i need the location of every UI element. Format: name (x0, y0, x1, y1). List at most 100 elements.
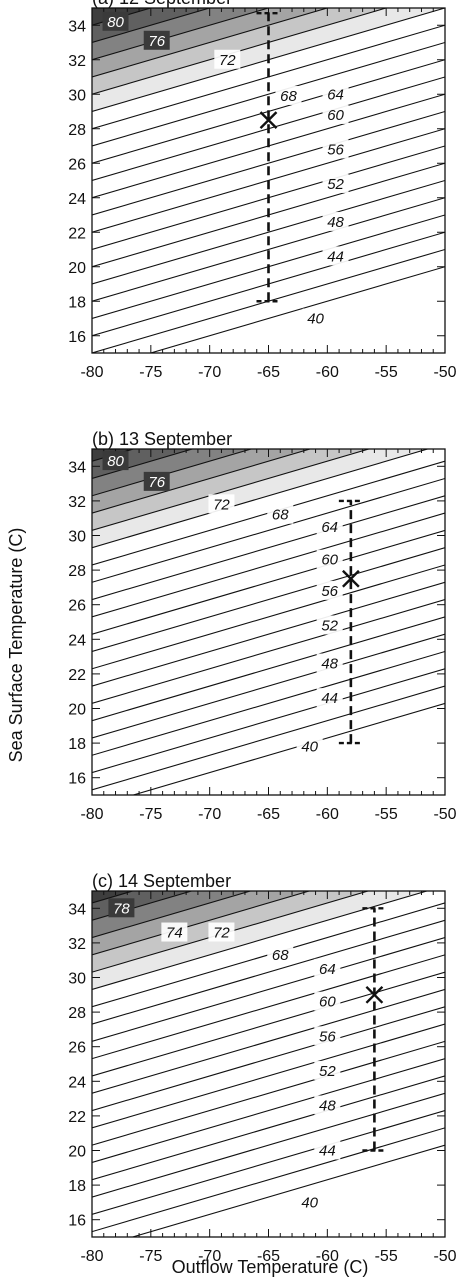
contour-label-bg (322, 84, 349, 104)
contour-label-bg (322, 173, 349, 193)
contour-line-74 (92, 8, 330, 78)
panels: -80 -75 -70 -65 -60 -55 -50 16 18 20 22 24 26 28 30 32 3… (68, 0, 456, 1265)
y-tick-label: 16 (68, 1213, 86, 1230)
contour-label: 56 (321, 583, 338, 600)
contour-line-62 (92, 512, 445, 618)
contour-label: 40 (307, 311, 324, 328)
contour-label-bg (314, 958, 341, 978)
x-tick-label: -60 (316, 1248, 339, 1265)
contour-label-bg (143, 471, 170, 491)
y-tick-label: 30 (68, 971, 86, 988)
contour-label-bg (102, 11, 129, 31)
y-tick-label: 20 (68, 702, 86, 719)
contour-label: 60 (319, 994, 336, 1011)
x-tick-label: -50 (433, 364, 456, 381)
contour-label: 40 (301, 1194, 318, 1211)
contour-line-56 (92, 1006, 445, 1112)
contour-line-54 (92, 581, 445, 687)
y-tick-label: 34 (68, 901, 86, 918)
x-tick-label: -70 (198, 806, 221, 823)
contour-label: 64 (319, 961, 336, 978)
contour-label-bg (108, 898, 135, 918)
y-tick-label: 20 (68, 260, 86, 277)
x-tick-label: -55 (375, 806, 398, 823)
x-tick-label: -60 (316, 364, 339, 381)
panel-title: (a) 12 September (92, 0, 232, 8)
y-tick-label: 22 (68, 667, 86, 684)
contour-label-bg (322, 211, 349, 231)
contour-label: 72 (213, 925, 230, 942)
contour-label-bg (208, 494, 235, 514)
y-tick-label: 30 (68, 87, 86, 104)
y-tick-label: 28 (68, 1005, 86, 1022)
contour-line-62 (92, 954, 445, 1060)
contour-line-52 (92, 599, 445, 704)
contour-label: 64 (321, 519, 338, 536)
contour-label-bg (314, 1140, 341, 1160)
contour-label-bg (267, 945, 294, 965)
contour-label-bg (208, 922, 235, 942)
contour-line-54 (92, 1023, 445, 1129)
panel-title: (b) 13 September (92, 429, 232, 449)
contour-line-50 (92, 179, 445, 285)
contour-label: 56 (319, 1028, 336, 1045)
contour-line-64 (92, 937, 445, 1042)
y-tick-label: 28 (68, 122, 86, 139)
contour-line-48 (92, 633, 445, 739)
contour-line-48 (92, 1075, 445, 1181)
contour-line-48 (92, 197, 445, 302)
y-tick-label: 30 (68, 529, 86, 546)
y-tick-label: 32 (68, 53, 86, 70)
y-tick-label: 20 (68, 1144, 86, 1161)
x-marker (365, 985, 384, 1004)
x-tick-label: -55 (375, 364, 398, 381)
x-marker (342, 569, 360, 588)
x-tick-label: -75 (139, 364, 162, 381)
contour-line-46 (92, 650, 445, 756)
contour-line-70 (92, 891, 429, 990)
contour-label: 80 (107, 453, 124, 470)
panel-a: -80 -75 -70 -65 -60 -55 -50 16 18 20 22 24 26 28 30 32 3… (68, 0, 456, 381)
contour-label: 60 (321, 552, 338, 569)
x-tick-label: -70 (198, 364, 221, 381)
contour-label-bg (275, 85, 302, 105)
y-tick-label: 26 (68, 156, 86, 173)
contour-label-bg (102, 451, 129, 471)
contour-label: 44 (321, 690, 338, 707)
x-tick-label: -80 (80, 806, 103, 823)
panel-title: (c) 14 September (92, 871, 231, 891)
contour-label-bg (322, 104, 349, 124)
contour-label: 68 (272, 507, 289, 524)
contour-label: 64 (327, 86, 344, 103)
contour-label-bg (143, 30, 170, 50)
contour-label: 60 (327, 107, 344, 124)
contour-label: 72 (213, 496, 230, 513)
contour-label: 44 (319, 1143, 336, 1160)
contour-label-bg (296, 736, 323, 756)
contour-label: 48 (319, 1098, 336, 1115)
contour-label-bg (314, 1095, 341, 1115)
y-tick-label: 22 (68, 225, 86, 242)
contour-line-70 (92, 449, 430, 549)
y-tick-label: 32 (68, 936, 86, 953)
contour-line-72 (92, 449, 371, 531)
y-tick-label: 32 (68, 494, 86, 511)
contour-line-50 (92, 616, 445, 722)
contour-label-bg (316, 549, 343, 569)
contour-label: 52 (321, 617, 338, 634)
contour-line-44 (92, 1110, 445, 1215)
contour-line-56 (92, 564, 445, 670)
contour-line-78 (92, 8, 212, 43)
contour-label: 48 (327, 214, 344, 231)
contour-line-42 (92, 685, 445, 791)
contour-line-50 (92, 1058, 445, 1163)
contour-line-64 (92, 495, 445, 601)
contour-label-bg (316, 688, 343, 708)
x-tick-label: -50 (433, 1248, 456, 1265)
contour-label: 48 (321, 656, 338, 673)
contour-label-bg (296, 1192, 323, 1212)
contour-line-66 (92, 919, 445, 1025)
x-tick-label: -65 (257, 364, 280, 381)
contour-lines (92, 449, 445, 795)
contour-line-74 (92, 891, 312, 956)
